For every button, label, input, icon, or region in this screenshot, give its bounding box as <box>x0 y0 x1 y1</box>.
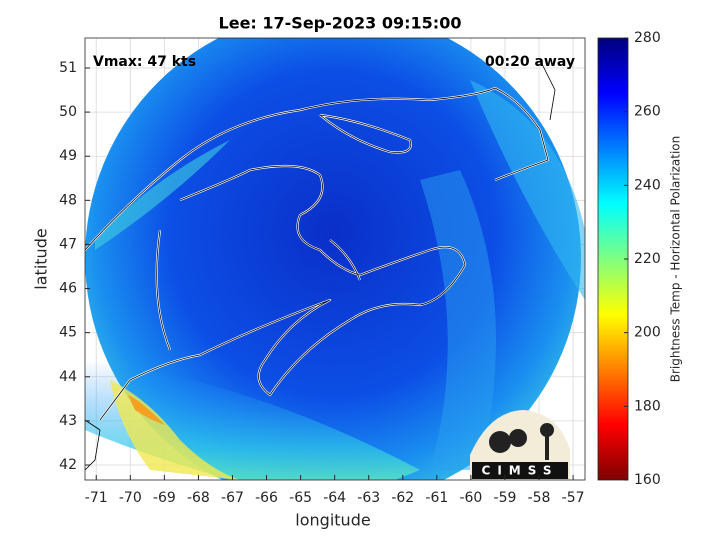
time-annotation: 00:20 away <box>485 54 575 70</box>
y-tick-label: 50 <box>59 104 77 120</box>
x-tick-label: -70 <box>119 490 142 506</box>
x-tick-label: -59 <box>494 490 517 506</box>
logo-text: CIMSS <box>482 464 559 478</box>
x-tick-label: -62 <box>391 490 414 506</box>
x-tick-label: -58 <box>528 490 551 506</box>
satellite-swath <box>85 38 585 480</box>
logo-dish <box>489 431 511 453</box>
x-tick-label: -66 <box>255 490 278 506</box>
x-tick-label: -67 <box>221 490 244 506</box>
hot-spot <box>128 395 165 425</box>
y-tick-label: 51 <box>59 60 77 76</box>
x-tick-label: -71 <box>85 490 108 506</box>
colorbar-tick-label: 200 <box>634 325 661 341</box>
y-tick-label: 45 <box>59 325 77 341</box>
y-axis-label: latitude <box>32 228 51 289</box>
title: Lee: 17-Sep-2023 09:15:00 <box>219 14 462 33</box>
colorbar-tick-label: 240 <box>634 177 661 193</box>
y-tick-label: 49 <box>59 148 77 164</box>
x-tick-label: -65 <box>289 490 312 506</box>
x-tick-label: -61 <box>425 490 448 506</box>
logo-tower <box>545 430 549 460</box>
warm-region <box>95 140 230 250</box>
y-tick-label: 43 <box>59 413 77 429</box>
x-tick-label: -57 <box>562 490 585 506</box>
x-tick-label: -60 <box>459 490 482 506</box>
logo-tower <box>540 423 554 437</box>
y-tick-label: 42 <box>59 457 77 473</box>
colorbar-tick-label: 180 <box>634 398 661 414</box>
x-tick-label: -68 <box>187 490 210 506</box>
colorbar-tick-label: 160 <box>634 472 661 488</box>
coastlines <box>85 86 550 421</box>
y-tick-label: 46 <box>59 281 77 297</box>
x-tick-label: -64 <box>323 490 346 506</box>
colorbar-label: Brightness Temp - Horizontal Polarizatio… <box>669 136 683 383</box>
y-tick-label: 44 <box>59 369 77 385</box>
warm-region <box>420 170 496 470</box>
x-tick-label: -69 <box>153 490 176 506</box>
x-tick-label: -63 <box>357 490 380 506</box>
warm-region <box>470 80 585 300</box>
x-axis-label: longitude <box>295 511 370 530</box>
y-tick-label: 47 <box>59 236 77 252</box>
logo-dish <box>509 429 527 447</box>
y-tick-label: 48 <box>59 192 77 208</box>
colorbar-tick-label: 280 <box>634 30 661 46</box>
logo: CIMSS <box>470 410 570 480</box>
vmax-annotation: Vmax: 47 kts <box>93 54 196 70</box>
colorbar-tick-label: 220 <box>634 251 661 267</box>
colorbar <box>597 37 629 481</box>
colorbar-tick-label: 260 <box>634 104 661 120</box>
logo-band <box>472 462 568 479</box>
